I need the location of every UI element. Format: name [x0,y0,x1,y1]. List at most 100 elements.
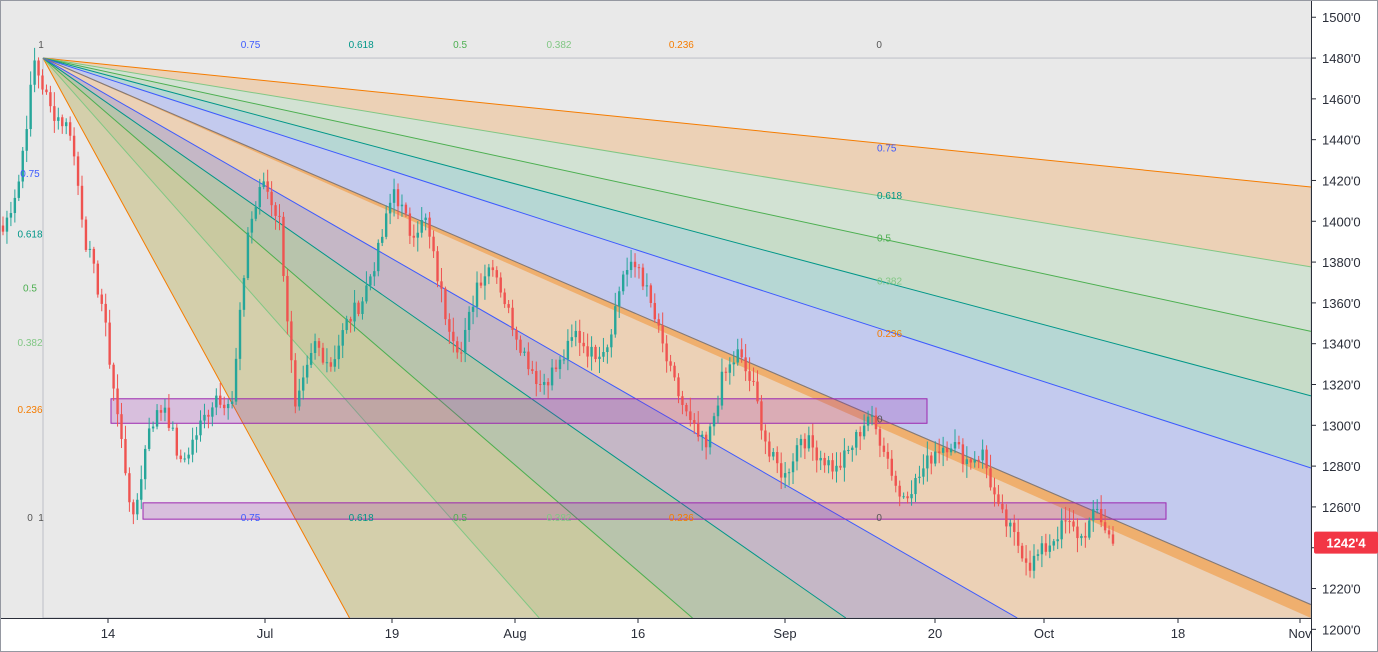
fan-label-bottom-0: 1 [38,513,44,524]
candle-body [467,311,471,330]
candle-body [542,381,546,385]
candle-body [728,364,732,373]
candle-body [1028,562,1032,571]
fan-label-top-1: 0.75 [241,40,261,51]
candle-body [92,248,96,264]
candle-body [104,303,107,323]
candle-body [511,307,514,330]
candle-body [396,189,400,207]
candle-body [448,319,451,332]
candle-body [756,381,759,402]
fan-label-right-5: 0 [877,414,883,425]
candle-body [503,292,506,305]
candle-body [997,494,1000,504]
gann-fan [42,57,1343,619]
candle-body [1056,539,1059,542]
fan-label-left-1: 0.618 [17,229,42,240]
candle-body [365,285,368,302]
candle-body [424,217,427,221]
candle-body [819,457,822,461]
candle-body [341,330,344,346]
candle-body [1095,508,1099,510]
candle-body [1084,535,1087,538]
candle-body [128,473,131,503]
candle-body [195,435,198,440]
candle-body [337,345,340,360]
x-tick-label-5: Sep [773,626,796,641]
candle-body [914,477,917,495]
candle-body [408,213,412,236]
candle-body [159,410,163,413]
y-tick-label-8: 1340'0 [1322,337,1361,352]
candle-body [633,261,637,268]
candle-body [207,414,210,417]
fan-line-steep-0.236 [42,57,351,619]
candle-body [116,388,119,415]
candle-body [673,365,676,378]
candle-body [460,352,463,354]
candle-body [855,431,858,448]
candle-body [1064,520,1067,522]
candle-body [562,359,566,361]
candle-body [1092,509,1095,521]
candle-body [550,367,554,386]
fan-label-top-2: 0.618 [349,40,374,51]
candle-body [934,451,937,464]
candle-body [412,235,416,238]
candle-body [5,217,9,232]
candle-body [124,438,127,474]
candle-body [870,415,874,417]
candle-body [361,301,364,314]
candle-body [1107,530,1111,535]
x-tick-label-9: Nov [1288,626,1312,641]
candle-body [787,472,791,474]
candle-body [294,360,297,407]
candle-body [866,416,870,426]
candle-body [353,302,356,322]
candle-body [653,302,656,320]
candle-body [918,476,921,478]
candle-body [677,377,680,397]
x-tick-label-2: 19 [385,626,399,641]
candle-body [456,341,459,353]
x-tick-label-0: 14 [101,626,115,641]
candles [1,47,1115,579]
candle-body [574,330,577,338]
candle-body [906,496,909,499]
candle-body [519,339,522,353]
candle-body [463,329,467,354]
candle-body [989,468,992,488]
candle-body [13,197,17,214]
candle-body [384,213,388,237]
candle-body [823,457,826,466]
candle-body [598,356,601,360]
fan-label-top-5: 0.236 [669,40,694,51]
candle-body [29,84,32,130]
candle-body [1068,521,1071,523]
candle-body [96,263,100,295]
candle-body [1060,520,1063,540]
candle-body [1024,558,1028,563]
candle-body [681,396,684,405]
candle-body [147,428,151,449]
fan-label-left-0: 0.75 [20,169,40,180]
candle-body [140,479,143,500]
candle-body [965,459,969,465]
candle-body [625,270,629,275]
fan-line-0.75 [42,57,1312,469]
candle-body [400,204,404,207]
candle-body [432,236,435,252]
candle-body [57,117,60,121]
candle-body [1088,520,1091,538]
candle-body [665,343,668,362]
fan-label-top-6: 0 [876,40,882,51]
candle-body [333,359,337,367]
candle-body [851,447,854,451]
candle-body [262,181,265,188]
fan-line-0.618 [42,57,1312,397]
candle-body [708,426,712,448]
candle-body [238,309,242,359]
candle-body [120,414,123,439]
candle-body [1009,522,1012,527]
candle-body [926,455,929,469]
